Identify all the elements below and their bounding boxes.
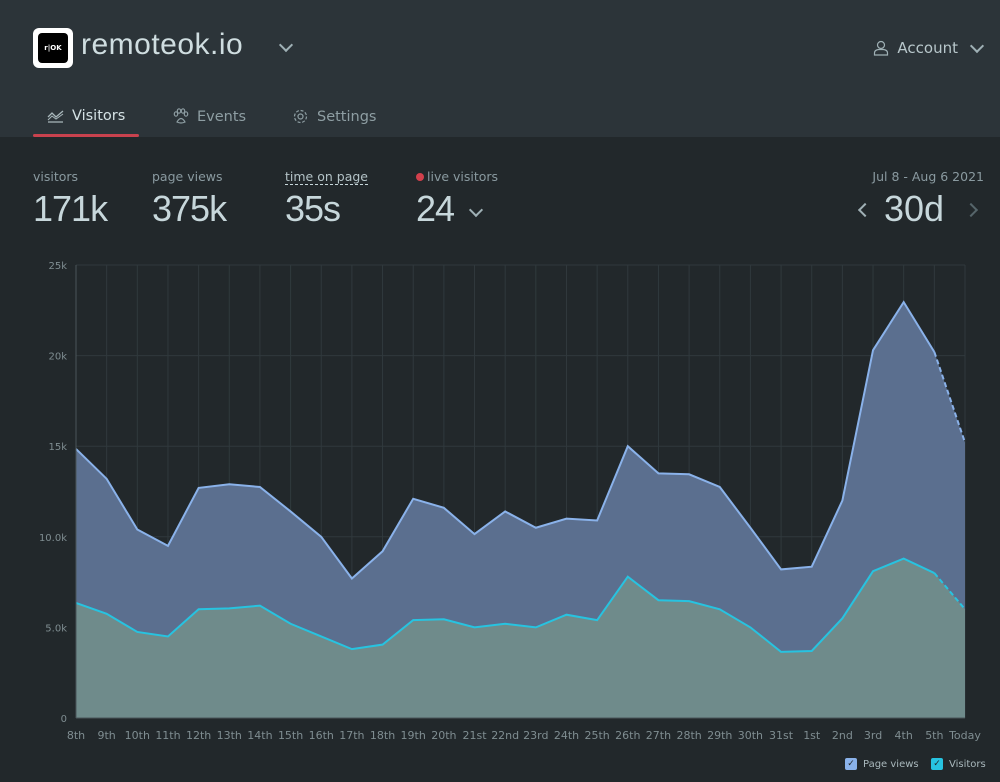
x-tick-label: 29th bbox=[707, 729, 732, 742]
account-label: Account bbox=[897, 39, 958, 57]
live-visitors-label: live visitors bbox=[416, 169, 498, 184]
x-tick-label: 13th bbox=[217, 729, 242, 742]
x-tick-label: 25th bbox=[584, 729, 609, 742]
chevron-down-icon bbox=[969, 38, 985, 53]
x-tick-label: 19th bbox=[401, 729, 426, 742]
time-on-page-value: 35s bbox=[285, 188, 341, 229]
paw-icon bbox=[173, 108, 189, 124]
header: r|OK remoteok.io Account Visitors Events… bbox=[0, 0, 1000, 137]
x-tick-label: 31st bbox=[769, 729, 794, 742]
date-range: Jul 8 - Aug 6 2021 bbox=[872, 169, 984, 184]
site-logo[interactable]: r|OK bbox=[33, 28, 73, 68]
site-selector[interactable]: remoteok.io bbox=[81, 28, 244, 61]
page-views-label: page views bbox=[152, 169, 223, 184]
x-tick-label: 26th bbox=[615, 729, 640, 742]
x-tick-label: 5th bbox=[925, 729, 943, 742]
x-tick-label: 28th bbox=[676, 729, 701, 742]
live-visitors-value[interactable]: 24 bbox=[416, 188, 455, 229]
x-tick-label: 18th bbox=[370, 729, 395, 742]
legend-visitors[interactable]: ✓ Visitors bbox=[931, 758, 986, 770]
time-on-page-label[interactable]: time on page bbox=[285, 169, 368, 185]
legend-label: Page views bbox=[863, 758, 919, 770]
tab-label: Settings bbox=[317, 108, 377, 125]
x-tick-label: 23rd bbox=[523, 729, 548, 742]
traffic-chart: 0 5.0k 10.0k 15k 20k 25k 8th 9th 10th 11th 12th 13t… bbox=[39, 261, 981, 742]
active-tab-indicator bbox=[33, 134, 139, 137]
tab-label: Events bbox=[197, 108, 247, 125]
x-tick-label: 2nd bbox=[832, 729, 853, 742]
x-tick-label: 20th bbox=[431, 729, 456, 742]
y-tick-label: 5.0k bbox=[45, 623, 67, 634]
page-views-value: 375k bbox=[152, 188, 227, 229]
period-value[interactable]: 30d bbox=[884, 188, 945, 229]
tab-settings[interactable]: Settings bbox=[292, 108, 376, 125]
chart-area-icon bbox=[47, 110, 64, 123]
live-dot-icon bbox=[416, 173, 424, 181]
x-tick-label: 12th bbox=[186, 729, 211, 742]
x-tick-label: 24th bbox=[554, 729, 579, 742]
x-tick-label: 16th bbox=[309, 729, 334, 742]
y-tick-label: 15k bbox=[48, 442, 67, 453]
chevron-down-icon[interactable] bbox=[278, 37, 294, 53]
logo-mark: r|OK bbox=[38, 33, 68, 63]
x-tick-label: 4th bbox=[895, 729, 913, 742]
x-tick-label: 17th bbox=[339, 729, 364, 742]
x-tick-label: 11th bbox=[155, 729, 180, 742]
x-tick-label: 14th bbox=[247, 729, 272, 742]
x-tick-label: 10th bbox=[125, 729, 150, 742]
x-tick-label: 22nd bbox=[491, 729, 519, 742]
user-icon bbox=[874, 40, 889, 56]
checkbox-icon[interactable]: ✓ bbox=[931, 758, 943, 770]
account-menu[interactable]: Account bbox=[873, 38, 985, 57]
y-tick-label: 10.0k bbox=[39, 533, 67, 544]
x-tick-label: 1st bbox=[803, 729, 821, 742]
y-tick-label: 25k bbox=[48, 261, 67, 272]
x-tick-label: Today bbox=[948, 729, 981, 742]
area-visitors bbox=[76, 558, 965, 718]
legend-label: Visitors bbox=[949, 758, 986, 770]
y-tick-label: 0 bbox=[61, 714, 67, 725]
chevron-down-icon[interactable] bbox=[468, 202, 484, 218]
gear-icon bbox=[293, 109, 308, 124]
chevron-left-icon[interactable] bbox=[857, 202, 873, 218]
tab-visitors[interactable]: Visitors bbox=[47, 108, 125, 124]
chevron-right-icon[interactable] bbox=[963, 202, 979, 218]
x-tick-label: 27th bbox=[646, 729, 671, 742]
legend-page-views[interactable]: ✓ Page views bbox=[845, 758, 919, 770]
x-tick-label: 8th bbox=[67, 729, 85, 742]
x-tick-label: 3rd bbox=[864, 729, 882, 742]
x-tick-label: 30th bbox=[738, 729, 763, 742]
checkbox-icon[interactable]: ✓ bbox=[845, 758, 857, 770]
live-label-text: live visitors bbox=[427, 169, 499, 184]
y-tick-label: 20k bbox=[48, 352, 67, 363]
x-tick-label: 21st bbox=[462, 729, 487, 742]
area-page-views bbox=[76, 302, 965, 718]
x-tick-label: 15th bbox=[278, 729, 303, 742]
tab-events[interactable]: Events bbox=[172, 108, 246, 125]
x-tick-label: 9th bbox=[98, 729, 116, 742]
visitors-value: 171k bbox=[33, 188, 108, 229]
visitors-label: visitors bbox=[33, 169, 79, 184]
tab-label: Visitors bbox=[72, 108, 126, 124]
